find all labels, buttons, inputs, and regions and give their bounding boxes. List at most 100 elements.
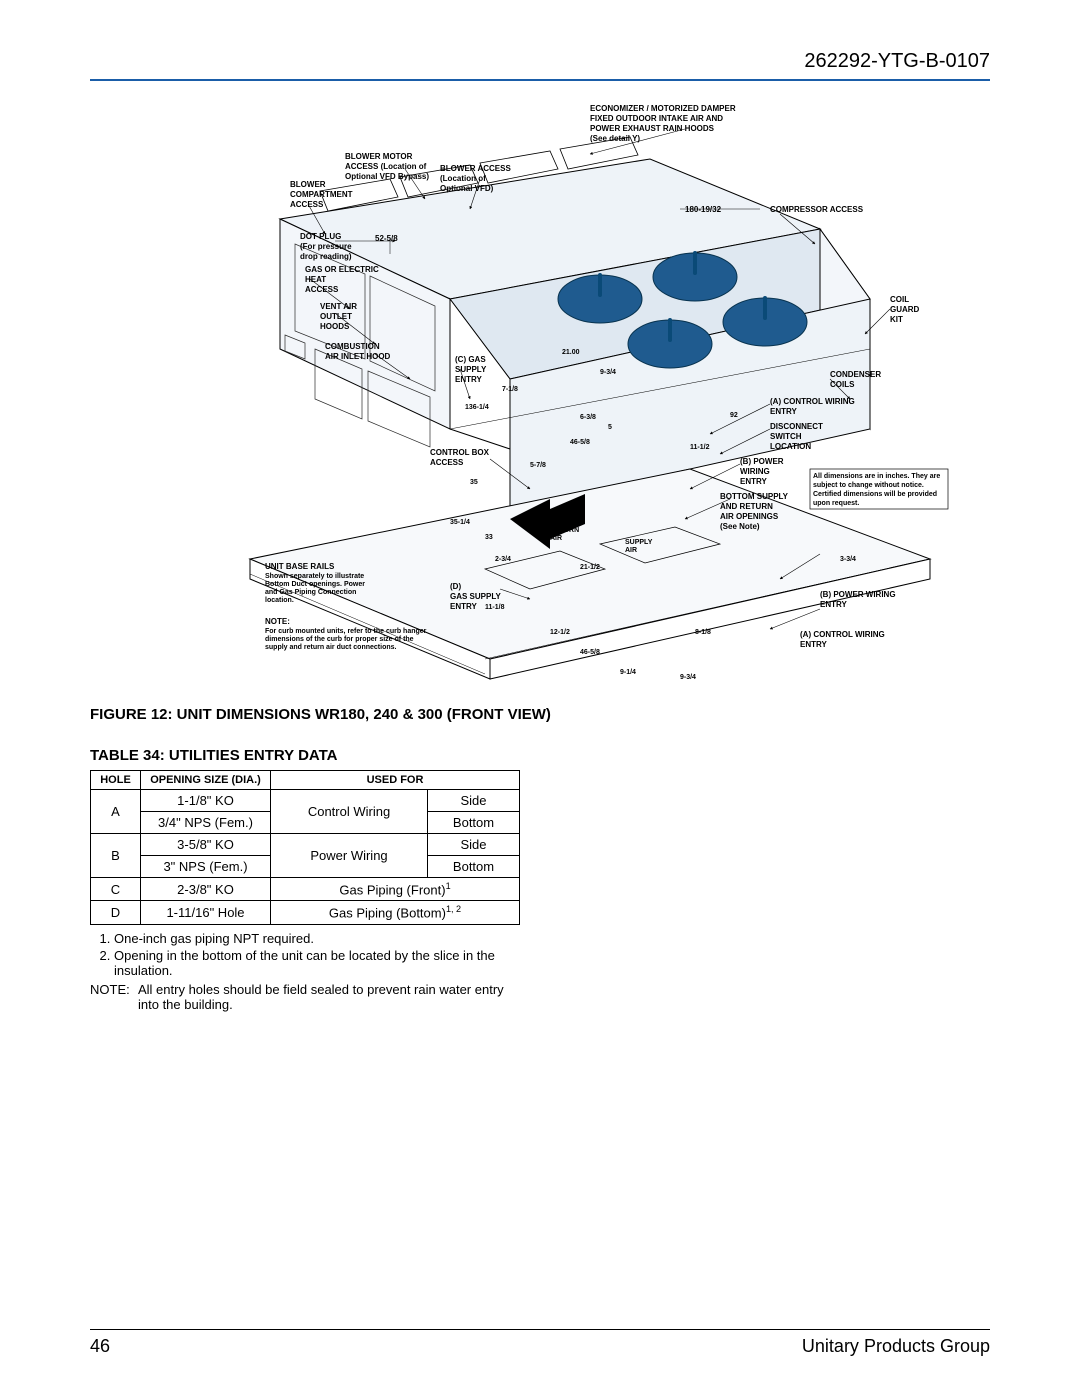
cell-loc: Side bbox=[428, 790, 520, 812]
svg-text:AND RETURN: AND RETURN bbox=[720, 502, 773, 511]
svg-text:and Gas Piping Connection: and Gas Piping Connection bbox=[265, 589, 356, 596]
svg-text:ACCESS: ACCESS bbox=[430, 458, 464, 467]
svg-text:RETURN: RETURN bbox=[550, 527, 579, 534]
svg-text:ACCESS (Location of: ACCESS (Location of bbox=[345, 162, 427, 171]
svg-text:COIL: COIL bbox=[890, 295, 909, 304]
svg-text:7-1/8: 7-1/8 bbox=[502, 386, 518, 393]
diagram-svg: ECONOMIZER / MOTORIZED DAMPER FIXED OUTD… bbox=[130, 99, 950, 689]
footer-group: Unitary Products Group bbox=[802, 1336, 990, 1357]
svg-text:ECONOMIZER / MOTORIZED DAMPER: ECONOMIZER / MOTORIZED DAMPER bbox=[590, 104, 736, 113]
page-footer: 46 Unitary Products Group bbox=[90, 1329, 990, 1357]
svg-text:92: 92 bbox=[730, 412, 738, 419]
svg-text:NOTE:: NOTE: bbox=[265, 617, 290, 626]
svg-text:VENT AIR: VENT AIR bbox=[320, 302, 357, 311]
svg-text:CONTROL BOX: CONTROL BOX bbox=[430, 448, 490, 457]
footer-rule bbox=[90, 1329, 990, 1330]
utilities-table: HOLE OPENING SIZE (DIA.) USED FOR A 1-1/… bbox=[90, 770, 520, 925]
cell-used: Control Wiring bbox=[271, 790, 428, 834]
svg-text:46-5/8: 46-5/8 bbox=[580, 649, 600, 656]
cell-loc: Side bbox=[428, 834, 520, 856]
svg-text:(D): (D) bbox=[450, 582, 461, 591]
svg-text:136-1/4: 136-1/4 bbox=[465, 404, 489, 411]
note-line: NOTE: All entry holes should be field se… bbox=[90, 982, 520, 1012]
svg-text:supply and return air duct con: supply and return air duct connections. bbox=[265, 644, 397, 651]
svg-text:12-1/2: 12-1/2 bbox=[550, 629, 570, 636]
svg-text:8-1/8: 8-1/8 bbox=[695, 629, 711, 636]
svg-text:ENTRY: ENTRY bbox=[740, 477, 767, 486]
svg-text:LOCATION: LOCATION bbox=[770, 442, 811, 451]
svg-text:AIR INLET HOOD: AIR INLET HOOD bbox=[325, 352, 391, 361]
svg-text:9-3/4: 9-3/4 bbox=[600, 369, 616, 376]
svg-text:ACCESS: ACCESS bbox=[305, 285, 339, 294]
cell-size: 1-11/16" Hole bbox=[141, 901, 271, 924]
svg-text:2-3/4: 2-3/4 bbox=[495, 556, 511, 563]
table-header-row: HOLE OPENING SIZE (DIA.) USED FOR bbox=[91, 771, 520, 790]
svg-text:All dimensions are in inches.: All dimensions are in inches. They are bbox=[813, 473, 940, 480]
page-number: 46 bbox=[90, 1336, 110, 1357]
svg-text:SUPPLY: SUPPLY bbox=[625, 539, 653, 546]
svg-text:POWER EXHAUST RAIN HOODS: POWER EXHAUST RAIN HOODS bbox=[590, 124, 715, 133]
svg-text:GAS SUPPLY: GAS SUPPLY bbox=[450, 592, 501, 601]
svg-text:33: 33 bbox=[485, 534, 493, 541]
svg-text:5: 5 bbox=[608, 424, 612, 431]
svg-text:Bottom Duct openings. Power: Bottom Duct openings. Power bbox=[265, 581, 365, 588]
svg-text:(Location of: (Location of bbox=[440, 174, 486, 183]
cell-hole: D bbox=[91, 901, 141, 924]
svg-text:COILS: COILS bbox=[830, 380, 855, 389]
svg-text:ENTRY: ENTRY bbox=[770, 407, 797, 416]
svg-text:dimensions of the curb for pro: dimensions of the curb for proper size o… bbox=[265, 636, 414, 643]
table-caption: TABLE 34: UTILITIES ENTRY DATA bbox=[90, 747, 990, 764]
svg-text:BLOWER ACCESS: BLOWER ACCESS bbox=[440, 164, 511, 173]
svg-text:GAS OR ELECTRIC: GAS OR ELECTRIC bbox=[305, 265, 379, 274]
svg-text:COMPRESSOR ACCESS: COMPRESSOR ACCESS bbox=[770, 205, 864, 214]
th-size: OPENING SIZE (DIA.) bbox=[141, 771, 271, 790]
svg-text:drop reading): drop reading) bbox=[300, 252, 352, 261]
cell-hole: B bbox=[91, 834, 141, 878]
svg-text:SWITCH: SWITCH bbox=[770, 432, 802, 441]
table-row: D 1-11/16" Hole Gas Piping (Bottom)1, 2 bbox=[91, 901, 520, 924]
svg-text:9-3/4: 9-3/4 bbox=[680, 674, 696, 681]
svg-text:Optional VFD Bypass): Optional VFD Bypass) bbox=[345, 172, 429, 181]
svg-text:ENTRY: ENTRY bbox=[800, 640, 827, 649]
table-row: B 3-5/8" KO Power Wiring Side bbox=[91, 834, 520, 856]
svg-text:(See Note): (See Note) bbox=[720, 522, 760, 531]
note-item: Opening in the bottom of the unit can be… bbox=[114, 948, 520, 978]
svg-text:46-5/8: 46-5/8 bbox=[570, 439, 590, 446]
svg-text:5-7/8: 5-7/8 bbox=[530, 462, 546, 469]
svg-text:(For pressure: (For pressure bbox=[300, 242, 352, 251]
svg-text:KIT: KIT bbox=[890, 315, 903, 324]
note-item: One-inch gas piping NPT required. bbox=[114, 931, 520, 946]
svg-text:Shown separately to illustrate: Shown separately to illustrate bbox=[265, 573, 364, 580]
svg-text:HOODS: HOODS bbox=[320, 322, 350, 331]
svg-text:(A) CONTROL WIRING: (A) CONTROL WIRING bbox=[770, 397, 855, 406]
figure-caption: FIGURE 12: UNIT DIMENSIONS WR180, 240 & … bbox=[90, 706, 990, 723]
svg-text:Certified dimensions will be p: Certified dimensions will be provided bbox=[813, 491, 937, 498]
th-used: USED FOR bbox=[271, 771, 520, 790]
svg-text:upon request.: upon request. bbox=[813, 500, 859, 507]
svg-text:OUTLET: OUTLET bbox=[320, 312, 352, 321]
svg-text:(C) GAS: (C) GAS bbox=[455, 355, 486, 364]
cell-hole: C bbox=[91, 878, 141, 901]
cell-size: 2-3/8" KO bbox=[141, 878, 271, 901]
svg-text:(See detail Y): (See detail Y) bbox=[590, 134, 640, 143]
svg-text:180-19/32: 180-19/32 bbox=[685, 205, 722, 214]
table-row: C 2-3/8" KO Gas Piping (Front)1 bbox=[91, 878, 520, 901]
table-row: A 1-1/8" KO Control Wiring Side bbox=[91, 790, 520, 812]
cell-size: 3-5/8" KO bbox=[141, 834, 271, 856]
svg-text:HEAT: HEAT bbox=[305, 275, 326, 284]
svg-text:3-3/4: 3-3/4 bbox=[840, 556, 856, 563]
th-hole: HOLE bbox=[91, 771, 141, 790]
cell-used: Gas Piping (Front)1 bbox=[271, 878, 520, 901]
svg-text:6-3/8: 6-3/8 bbox=[580, 414, 596, 421]
svg-text:21.00: 21.00 bbox=[562, 349, 580, 356]
note-text: All entry holes should be field sealed t… bbox=[138, 982, 520, 1012]
cell-used: Gas Piping (Bottom)1, 2 bbox=[271, 901, 520, 924]
page: 262292-YTG-B-0107 bbox=[0, 0, 1080, 1397]
svg-text:9-1/4: 9-1/4 bbox=[620, 669, 636, 676]
figure-diagram: ECONOMIZER / MOTORIZED DAMPER FIXED OUTD… bbox=[90, 99, 990, 694]
svg-text:location.: location. bbox=[265, 597, 294, 604]
note-label: NOTE: bbox=[90, 982, 138, 1012]
cell-size: 3" NPS (Fem.) bbox=[141, 856, 271, 878]
svg-text:35: 35 bbox=[470, 479, 478, 486]
svg-text:ENTRY: ENTRY bbox=[820, 600, 847, 609]
